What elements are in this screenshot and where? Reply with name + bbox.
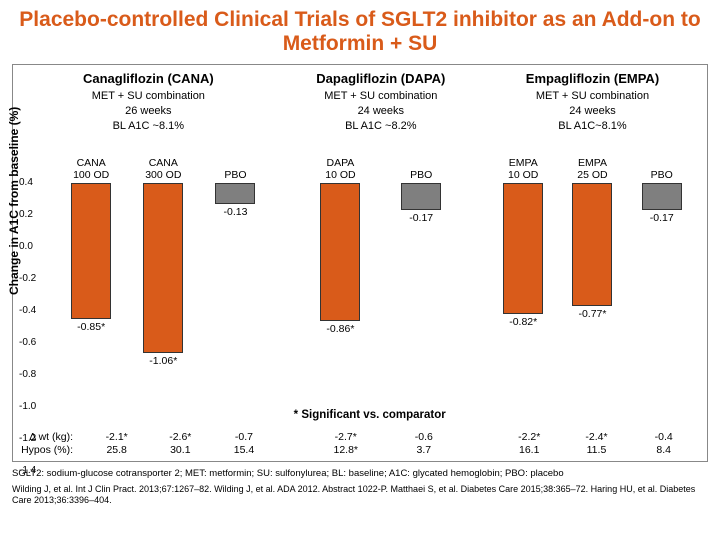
bar-label: EMPA 25 OD bbox=[577, 155, 607, 181]
weight-hypo-labels: Δ wt (kg):Hypos (%): bbox=[13, 431, 77, 457]
bar bbox=[320, 183, 360, 321]
bar-column: DAPA 10 OD -0.86* bbox=[316, 155, 364, 335]
chart-container: Change in A1C from baseline (%) 0.40.20.… bbox=[12, 64, 708, 462]
panel-subheader: 24 weeks bbox=[286, 105, 476, 120]
panel-subheader: BL A1C ~8.2% bbox=[286, 120, 476, 135]
bar-value: -0.85* bbox=[77, 321, 105, 333]
bar-value: -0.13 bbox=[224, 206, 248, 218]
bar-column: PBO -0.17 bbox=[397, 155, 445, 335]
bar bbox=[71, 183, 111, 319]
panel-subheader: 24 weeks bbox=[480, 105, 705, 120]
panel-subheader: BL A1C ~8.1% bbox=[15, 120, 282, 135]
bar bbox=[642, 183, 682, 210]
weight-hypo-block: Δ wt (kg):Hypos (%): -2.1*25.8 -2.6*30.1 -0… bbox=[13, 431, 284, 457]
bar-value: -0.17 bbox=[409, 212, 433, 224]
panel-empa: Empagliflozin (EMPA)MET + SU combination… bbox=[478, 65, 707, 461]
bar-value: -0.82* bbox=[509, 316, 537, 328]
weight-hypo-block: -2.7*12.8* -0.63.7 bbox=[284, 431, 478, 457]
weight-hypo-col: -0.715.4 bbox=[220, 431, 268, 457]
significance-note: * Significant vs. comparator bbox=[294, 409, 446, 421]
bars-row: EMPA 10 OD -0.82* EMPA 25 OD -0.77* PBO -0.17 bbox=[478, 155, 707, 328]
bar-column: EMPA 10 OD -0.82* bbox=[499, 155, 547, 328]
bar-column: PBO -0.13 bbox=[211, 155, 259, 367]
weight-hypo-col: -2.7*12.8* bbox=[322, 431, 370, 457]
weight-hypo-col: -0.63.7 bbox=[400, 431, 448, 457]
bar-label: PBO bbox=[224, 155, 246, 181]
y-tick: -1.4 bbox=[19, 466, 36, 476]
bar bbox=[215, 183, 255, 204]
panel-header: Canagliflozin (CANA) bbox=[15, 69, 282, 90]
bar-value: -0.17 bbox=[650, 212, 674, 224]
bar-label: EMPA 10 OD bbox=[508, 155, 538, 181]
weight-hypo-col: -2.2*16.1 bbox=[505, 431, 553, 457]
weight-hypo-col: -2.1*25.8 bbox=[93, 431, 141, 457]
panel-subheader: 26 weeks bbox=[15, 105, 282, 120]
bar bbox=[143, 183, 183, 353]
weight-hypo-block: -2.2*16.1 -2.4*11.5 -0.48.4 bbox=[478, 431, 707, 457]
references: Wilding J, et al. Int J Clin Pract. 2013… bbox=[0, 480, 720, 506]
panel-subheader: BL A1C~8.1% bbox=[480, 120, 705, 135]
bar-column: CANA 100 OD -0.85* bbox=[67, 155, 115, 367]
weight-hypo-col: -2.4*11.5 bbox=[572, 431, 620, 457]
bar-column: EMPA 25 OD -0.77* bbox=[568, 155, 616, 328]
bar-column: CANA 300 OD -1.06* bbox=[139, 155, 187, 367]
bar bbox=[503, 183, 543, 314]
panel-subheader: MET + SU combination bbox=[480, 90, 705, 105]
panel-header: Dapagliflozin (DAPA) bbox=[286, 69, 476, 90]
bar-label: PBO bbox=[410, 155, 432, 181]
bar-label: PBO bbox=[651, 155, 673, 181]
weight-hypo-col: -2.6*30.1 bbox=[156, 431, 204, 457]
bars-row: CANA 100 OD -0.85* CANA 300 OD -1.06* PBO -0.… bbox=[13, 155, 284, 367]
panel-dapa: Dapagliflozin (DAPA)MET + SU combination… bbox=[284, 65, 478, 461]
bar bbox=[401, 183, 441, 210]
panel-cana: Canagliflozin (CANA)MET + SU combination… bbox=[13, 65, 284, 461]
bars-row: DAPA 10 OD -0.86* PBO -0.17 bbox=[284, 155, 478, 335]
bar-column: PBO -0.17 bbox=[638, 155, 686, 328]
abbreviations-footer: SGLT2: sodium-glucose cotransporter 2; M… bbox=[0, 462, 720, 480]
bar-label: DAPA 10 OD bbox=[325, 155, 355, 181]
page-title: Placebo-controlled Clinical Trials of SG… bbox=[0, 0, 720, 60]
bar-value: -0.86* bbox=[326, 323, 354, 335]
bar-value: -0.77* bbox=[578, 308, 606, 320]
panel-subheader: MET + SU combination bbox=[15, 90, 282, 105]
bar-label: CANA 300 OD bbox=[145, 155, 181, 181]
bar-value: -1.06* bbox=[149, 355, 177, 367]
panel-subheader: MET + SU combination bbox=[286, 90, 476, 105]
bar bbox=[572, 183, 612, 306]
panel-header: Empagliflozin (EMPA) bbox=[480, 69, 705, 90]
bar-label: CANA 100 OD bbox=[73, 155, 109, 181]
weight-hypo-col: -0.48.4 bbox=[640, 431, 688, 457]
